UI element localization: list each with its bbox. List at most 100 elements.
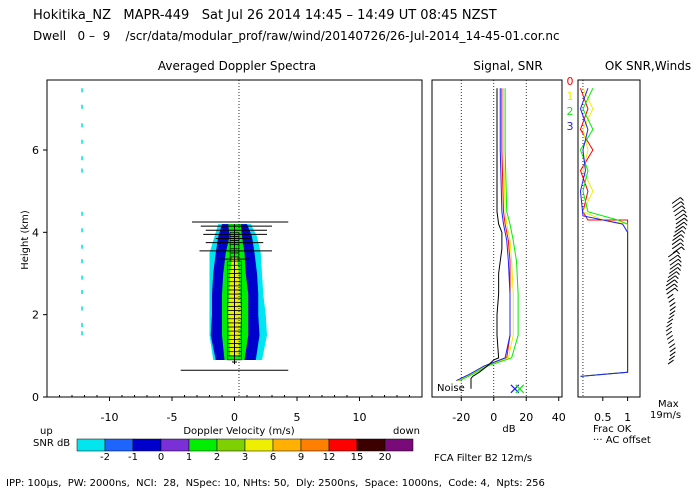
- x-tick-label: 5: [294, 411, 301, 424]
- snr-swatch: [356, 438, 386, 452]
- winds-panel: Max 19m/s: [650, 197, 688, 421]
- snr-swatch: [300, 438, 330, 452]
- wind-barb: [668, 355, 676, 361]
- x-tick-label: 0: [231, 411, 238, 424]
- wind-barb: [672, 234, 682, 241]
- ok-xlabel: Frac OK: [593, 424, 632, 435]
- snr-level-label: 12: [323, 452, 336, 463]
- wind-barb-feather: [680, 238, 684, 243]
- signal-x-tick-label: 40: [552, 411, 566, 424]
- wind-barb-feather: [680, 234, 685, 238]
- signal-grid: [460, 80, 527, 397]
- y-tick-label: 2: [32, 309, 39, 322]
- wind-barb: [675, 221, 685, 229]
- wind-barb: [669, 258, 679, 266]
- ok-legend: 0 1 2 3: [567, 75, 574, 133]
- wind-barb: [675, 213, 685, 221]
- signal-axes: -20 0 20 40: [452, 397, 566, 424]
- snr-level-label: 2: [214, 452, 220, 463]
- snr-swatch: [132, 438, 162, 452]
- wind-barb: [668, 267, 678, 274]
- signal-line: [472, 88, 503, 377]
- wind-barb: [667, 271, 677, 279]
- wind-barb: [667, 250, 677, 258]
- wind-barb: [675, 217, 685, 225]
- wind-barb-feather: [680, 197, 684, 201]
- wind-barb-feather: [681, 205, 686, 210]
- wind-barb-feather: [681, 246, 685, 251]
- snr-level-label: 15: [351, 452, 364, 463]
- wind-barb: [669, 302, 676, 307]
- signal-frame: [431, 79, 563, 398]
- x-tick-label: 10: [353, 411, 367, 424]
- doppler-xlabel: Doppler Velocity (m/s): [183, 426, 294, 437]
- snr-swatch: [160, 438, 190, 452]
- wind-barb: [669, 310, 676, 316]
- wind-barb: [667, 339, 675, 344]
- filter-label: FCA Filter B2 12m/s: [434, 453, 532, 464]
- snr-series-line: [457, 88, 514, 381]
- wind-barb-feather: [677, 254, 682, 259]
- signal-xlabel: dB: [502, 424, 515, 435]
- wind-barb: [666, 322, 673, 328]
- doppler-ylabel: Height (km): [20, 210, 31, 270]
- wind-barb-feather: [683, 221, 688, 226]
- doppler-panel: Averaged Doppler Spectra Height (km) -1 0…: [20, 59, 423, 463]
- snr-swatch: [76, 438, 106, 452]
- max-value: 19m/s: [650, 410, 681, 421]
- ok-axes: 0.5 1: [594, 397, 631, 424]
- wind-barb: [673, 205, 683, 213]
- wind-barb: [667, 359, 674, 365]
- wind-barb: [666, 334, 674, 340]
- wind-barb-feather: [674, 279, 678, 284]
- snr-series-line: [456, 88, 511, 381]
- wind-barb-feather: [682, 209, 687, 214]
- wind-barb: [671, 242, 681, 250]
- doppler-title: Averaged Doppler Spectra: [158, 59, 316, 73]
- wind-barb: [672, 246, 682, 254]
- wind-barb: [669, 306, 676, 311]
- snr-level-label: 0: [158, 452, 164, 463]
- wind-barb: [673, 230, 683, 237]
- ok-legend-item: 2: [567, 105, 574, 118]
- ok-x-tick-label: 1: [624, 411, 631, 424]
- snr-level-label: 9: [298, 452, 304, 463]
- wind-barb-feather: [677, 263, 682, 267]
- snr-swatch: [188, 438, 218, 452]
- ok-legend-item: 3: [567, 120, 574, 133]
- ok-legend-item: 1: [567, 90, 574, 103]
- wind-barb: [674, 209, 684, 217]
- snr-level-label: 3: [242, 452, 248, 463]
- footer-params: IPP: 100μs, PW: 2000ns, NCI: 28, NSpec: …: [6, 478, 545, 489]
- ok-legend-item: 0: [567, 75, 574, 88]
- y-tick-label: 4: [32, 226, 39, 239]
- wind-barb: [668, 297, 675, 303]
- wind-barb: [665, 326, 672, 332]
- snr-color-scale: -2 -1 0 1 2 3 6 9 12 15 20: [76, 438, 414, 463]
- max-label: Max: [658, 399, 679, 410]
- wind-barb-feather: [674, 287, 679, 292]
- ok-frame: [577, 79, 641, 398]
- y-tick-label: 6: [32, 144, 39, 157]
- wind-barb: [667, 293, 674, 299]
- snr-level-label: 1: [186, 452, 192, 463]
- signal-panel: Signal, SNR -20 0 20 40 dB Noise FCA Filter…: [431, 59, 566, 464]
- wind-barbs: [665, 197, 688, 365]
- wind-barb: [665, 283, 675, 291]
- wind-barb-feather: [681, 230, 686, 234]
- wind-barb: [669, 254, 678, 262]
- snr-swatch: [384, 438, 414, 452]
- ok-x-tick-label: 0.5: [594, 411, 612, 424]
- snr-level-label: -1: [128, 452, 138, 463]
- wind-barb: [669, 347, 676, 353]
- signal-title: Signal, SNR: [473, 59, 542, 73]
- wind-barb-feather: [677, 267, 681, 271]
- signal-x-tick-label: -20: [452, 411, 470, 424]
- wind-barb: [672, 201, 682, 209]
- header-title: Hokitika_NZ MAPR-449 Sat Jul 26 2014 14:…: [33, 8, 497, 23]
- wind-barb-feather: [684, 217, 688, 222]
- wind-barb-feather: [674, 283, 678, 288]
- wind-barb-feather: [680, 201, 685, 205]
- x-tick-label: -5: [167, 411, 178, 424]
